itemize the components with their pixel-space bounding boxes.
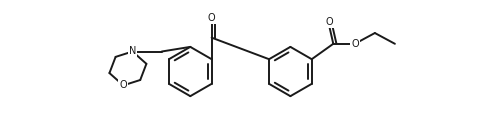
Text: O: O (120, 80, 127, 90)
Text: O: O (326, 17, 333, 27)
Text: O: O (351, 39, 359, 49)
Text: O: O (208, 13, 215, 23)
Text: N: N (129, 46, 136, 57)
